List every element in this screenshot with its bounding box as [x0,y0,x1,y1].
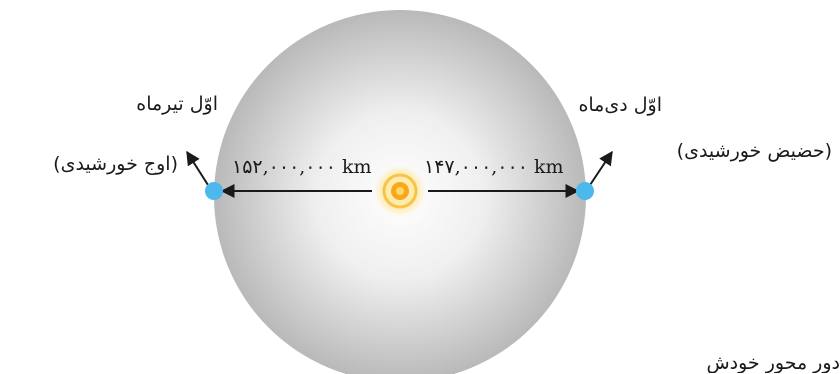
distance-label-right: ۱۴۷,۰۰۰,۰۰۰ km [424,158,564,177]
sun [374,165,426,217]
label-arrow-right [590,152,612,185]
perihelion-note-label: (حضیض خورشیدی) [677,142,832,161]
perihelion-date-label: اوّل دی‌ماه [578,96,662,115]
earth-position-aphelion [205,182,223,200]
aphelion-date-label: اوّل تیرماه [136,95,218,114]
distance-label-left: ۱۵۲,۰۰۰,۰۰۰ km [232,158,372,177]
label-arrow-left [187,152,208,185]
rotation-caption-partial: دور محور خودش [640,354,840,373]
earth-position-perihelion [576,182,594,200]
aphelion-note-label: (اوج خورشیدی) [53,155,178,174]
